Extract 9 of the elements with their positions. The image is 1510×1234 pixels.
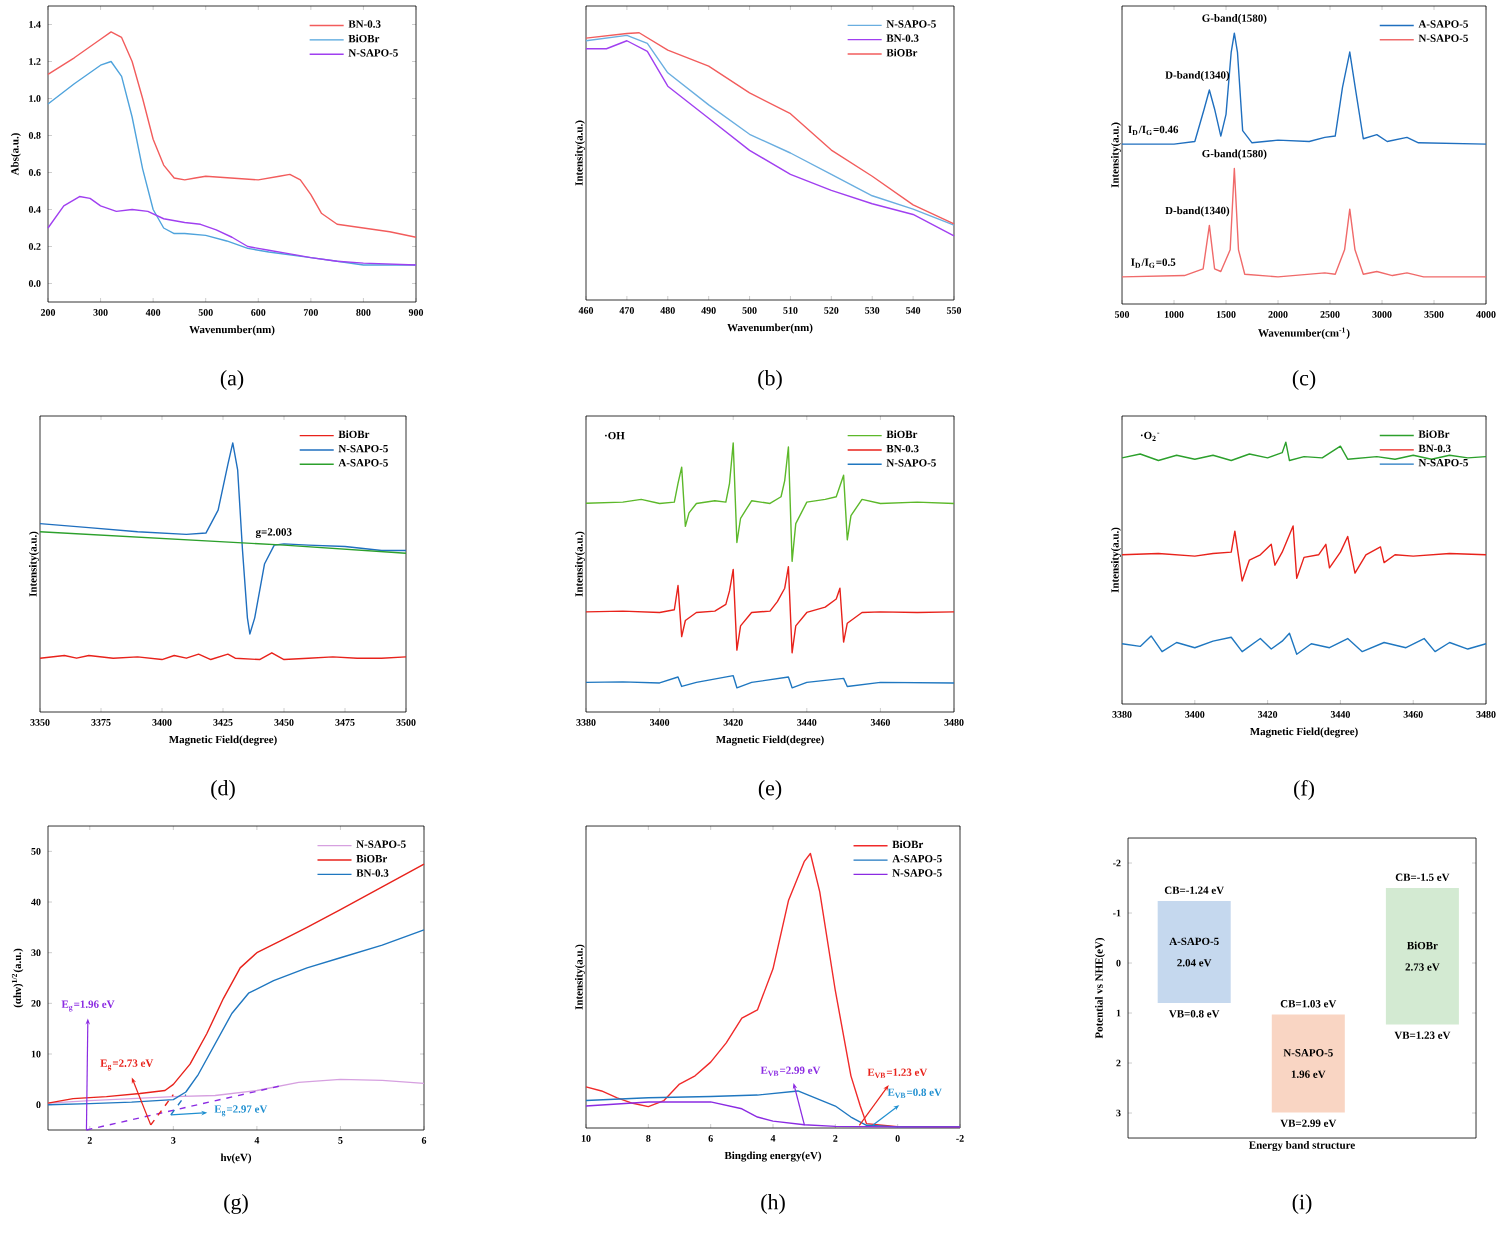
text: (c) — [1292, 370, 1316, 390]
text: (f) — [1294, 779, 1315, 801]
text: (b) — [758, 370, 782, 390]
text: (e) — [758, 780, 782, 800]
text: (i) — [1292, 1194, 1312, 1214]
text: (a) — [220, 370, 244, 390]
text: (h) — [761, 1194, 785, 1214]
text: (d) — [211, 780, 235, 800]
text: (g) — [224, 1194, 248, 1214]
